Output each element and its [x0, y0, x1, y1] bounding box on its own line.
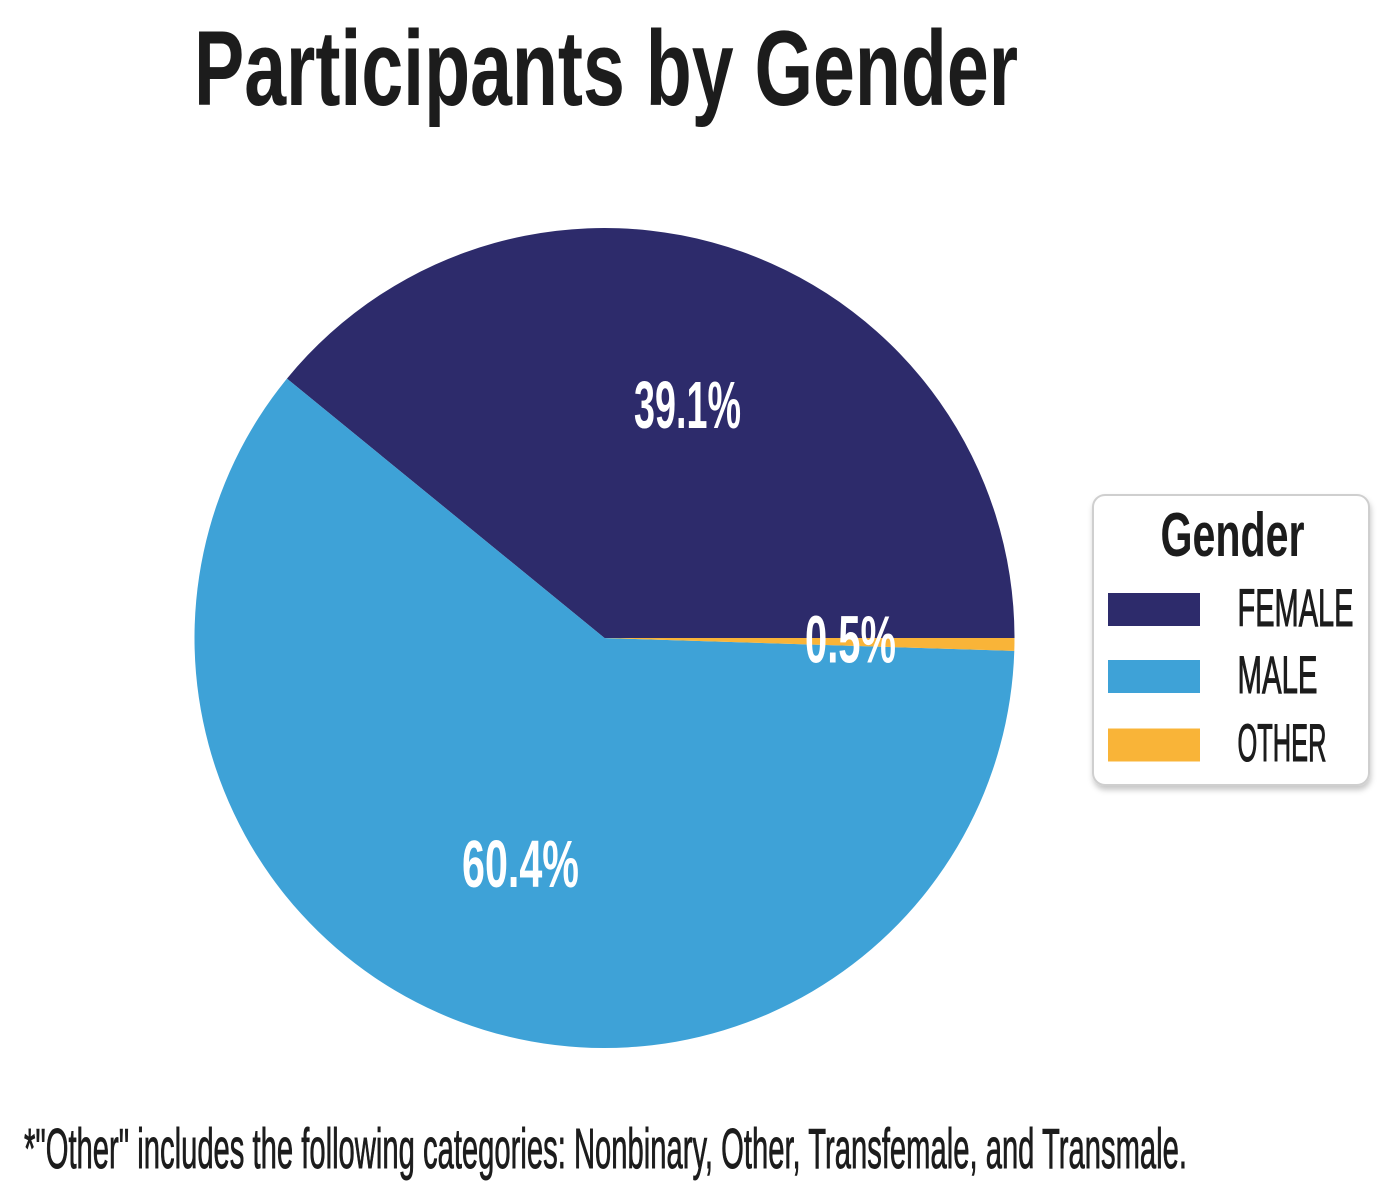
svg-text:Participants by Gender: Participants by Gender — [194, 8, 1018, 128]
svg-text:*"Other" includes the followin: *"Other" includes the following categori… — [24, 1117, 1187, 1181]
svg-text:Gender: Gender — [1161, 501, 1305, 570]
svg-text:MALE: MALE — [1238, 646, 1318, 705]
svg-text:0.5%: 0.5% — [805, 603, 896, 678]
svg-text:FEMALE: FEMALE — [1238, 579, 1354, 638]
svg-text:60.4%: 60.4% — [462, 827, 579, 902]
svg-text:OTHER: OTHER — [1238, 714, 1327, 773]
svg-text:39.1%: 39.1% — [634, 368, 741, 443]
